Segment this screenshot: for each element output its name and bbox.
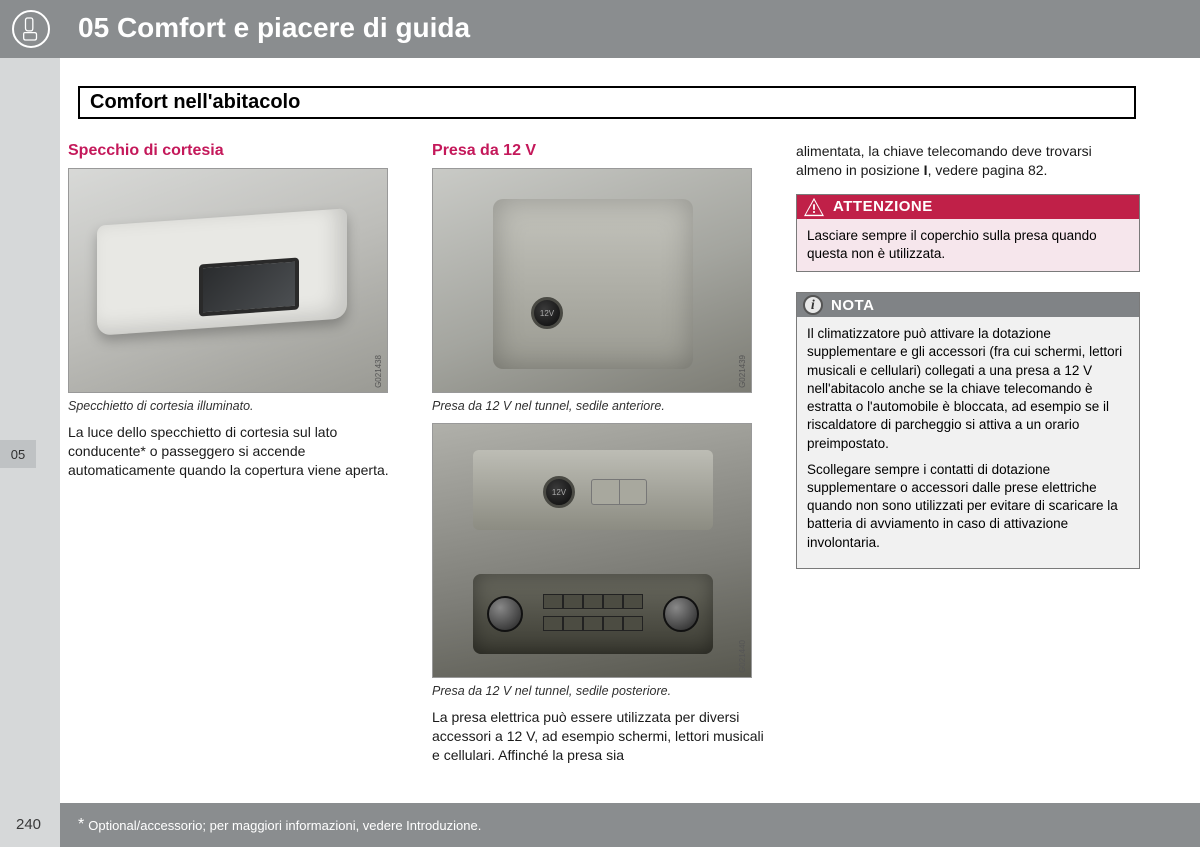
chapter-tab: 05: [0, 440, 36, 468]
column-2: Presa da 12 V 12V G021439 Presa da 12 V …: [432, 142, 770, 775]
section-title: Comfort nell'abitacolo: [78, 86, 1136, 119]
column-3: alimentata, la chiave telecomando deve t…: [796, 142, 1140, 775]
note-box: i NOTA Il climatizzatore può attivare la…: [796, 292, 1140, 569]
chapter-title: 05 Comfort e piacere di guida: [78, 12, 470, 44]
caption-12v-front: Presa da 12 V nel tunnel, sedile anterio…: [432, 399, 770, 413]
chapter-title-text: Comfort e piacere di guida: [117, 12, 470, 43]
warning-box: ATTENZIONE Lasciare sempre il coperchio …: [796, 194, 1140, 272]
text-continuation: alimentata, la chiave telecomando deve t…: [796, 142, 1140, 180]
socket-label: 12V: [546, 488, 572, 497]
text-continuation-b: , vedere pagina 82.: [928, 162, 1048, 178]
footnote-star: *: [78, 816, 84, 834]
image-12v-front: 12V G021439: [432, 168, 752, 393]
note-paragraph-1: Il climatizzatore può attivare la dotazi…: [807, 325, 1129, 453]
chapter-header: 05 Comfort e piacere di guida: [0, 0, 1200, 58]
heading-12v: Presa da 12 V: [432, 142, 770, 160]
text-courtesy-mirror: La luce dello specchietto di cortesia su…: [68, 423, 406, 480]
warning-icon: [803, 197, 825, 217]
image-code: G021438: [374, 355, 383, 388]
image-courtesy-mirror: G021438: [68, 168, 388, 393]
page-number: 240: [16, 816, 41, 833]
image-code: G021440: [738, 640, 747, 673]
text-12v: La presa elettrica può essere utilizzata…: [432, 708, 770, 765]
socket-label: 12V: [534, 309, 560, 318]
heading-courtesy-mirror: Specchio di cortesia: [68, 142, 406, 160]
note-header: i NOTA: [797, 293, 1139, 317]
image-12v-rear: 12V G021440: [432, 423, 752, 678]
info-icon: i: [803, 295, 823, 315]
chapter-number: 05: [78, 12, 109, 43]
warning-title: ATTENZIONE: [833, 198, 933, 215]
caption-courtesy-mirror: Specchietto di cortesia illuminato.: [68, 399, 406, 413]
note-body: Il climatizzatore può attivare la dotazi…: [797, 317, 1139, 568]
warning-body: Lasciare sempre il coperchio sulla presa…: [797, 219, 1139, 271]
warning-header: ATTENZIONE: [797, 195, 1139, 219]
note-title: NOTA: [831, 297, 874, 314]
column-1: Specchio di cortesia G021438 Specchietto…: [68, 142, 406, 775]
seat-icon: [12, 10, 50, 48]
note-paragraph-2: Scollegare sempre i contatti di dotazion…: [807, 461, 1129, 552]
caption-12v-rear: Presa da 12 V nel tunnel, sedile posteri…: [432, 684, 770, 698]
footer-bar: * Optional/accessorio; per maggiori info…: [60, 803, 1200, 847]
footnote-text: Optional/accessorio; per maggiori inform…: [88, 818, 481, 833]
left-margin-strip: [0, 0, 60, 847]
image-code: G021439: [738, 355, 747, 388]
page-content: Specchio di cortesia G021438 Specchietto…: [68, 142, 1140, 775]
